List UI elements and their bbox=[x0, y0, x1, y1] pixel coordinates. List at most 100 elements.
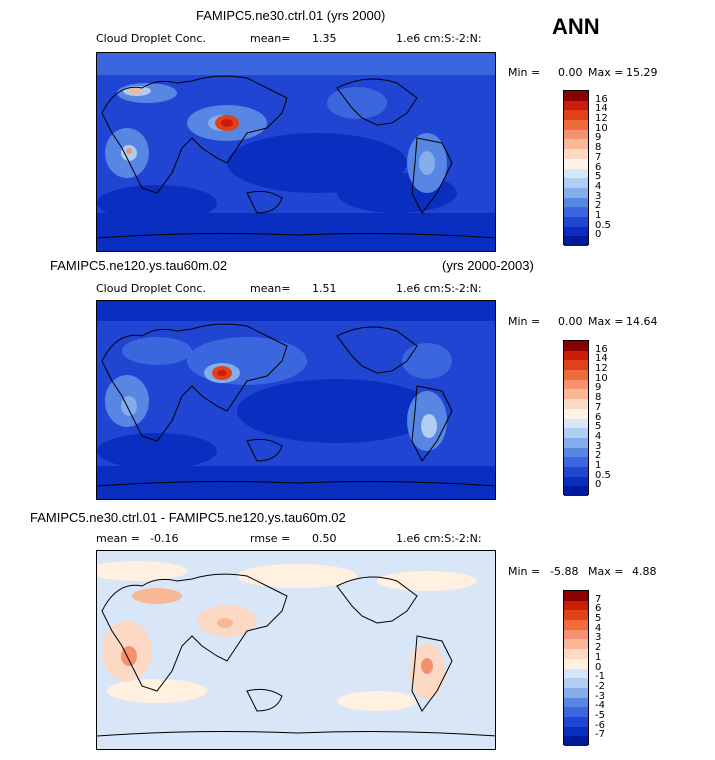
season-label: ANN bbox=[552, 14, 600, 39]
colorbar-tick-label: 1 bbox=[595, 459, 602, 471]
colorbar-tick-label: 2 bbox=[595, 642, 602, 654]
colorbar-swatch bbox=[564, 668, 588, 679]
colorbar-swatch bbox=[564, 389, 588, 400]
colorbar-tick-label: 1 bbox=[595, 651, 602, 663]
colorbar-tick-label: 7 bbox=[595, 401, 602, 413]
panel-3-map bbox=[96, 550, 496, 750]
panel-3-units: 1.e6 cm:S:-2:N: bbox=[396, 532, 482, 545]
colorbar-swatch bbox=[564, 226, 588, 237]
colorbar-tick-label: 0.5 bbox=[595, 469, 611, 481]
panel-3-max-label: Max = bbox=[588, 565, 624, 578]
colorbar-tick-label: 9 bbox=[595, 382, 602, 394]
colorbar-tick-label: 3 bbox=[595, 632, 602, 644]
panel-2-mean-value: 1.51 bbox=[312, 282, 337, 295]
colorbar-tick-label: 0 bbox=[595, 479, 602, 491]
colorbar-tick-label: 5 bbox=[595, 171, 602, 183]
colorbar-tick-label: 10 bbox=[595, 372, 608, 384]
colorbar-swatch bbox=[564, 678, 588, 688]
panel-3-max-value: 4.88 bbox=[632, 565, 657, 578]
colorbar-swatch bbox=[564, 418, 588, 429]
panel-3-mean-label: mean = bbox=[96, 532, 140, 545]
colorbar-swatch bbox=[564, 457, 588, 467]
colorbar-swatch bbox=[564, 379, 588, 390]
colorbar-swatch bbox=[564, 658, 588, 669]
colorbar-tick-label: 14 bbox=[595, 353, 608, 365]
panel-2-map bbox=[96, 300, 496, 500]
panel-1-max-label: Max = bbox=[588, 66, 624, 79]
colorbar-swatch bbox=[564, 736, 588, 746]
colorbar-swatch bbox=[564, 168, 588, 179]
panel-1-mean-value: 1.35 bbox=[312, 32, 337, 45]
colorbar-swatch bbox=[564, 428, 588, 438]
colorbar-tick-label: 2 bbox=[595, 450, 602, 462]
colorbar-tick-label: 4 bbox=[595, 430, 602, 442]
colorbar-tick-label: -7 bbox=[595, 729, 605, 741]
panel-1-max-value: 15.29 bbox=[626, 66, 658, 79]
colorbar-swatch bbox=[564, 129, 588, 140]
colorbar-swatch bbox=[564, 158, 588, 169]
panel-1-min-label: Min = bbox=[508, 66, 541, 79]
colorbar-tick-label: 14 bbox=[595, 103, 608, 115]
colorbar-swatch bbox=[564, 341, 588, 351]
colorbar-swatch bbox=[564, 486, 588, 496]
colorbar-tick-label: 8 bbox=[595, 142, 602, 154]
colorbar-swatch bbox=[564, 178, 588, 188]
colorbar-swatch bbox=[564, 716, 588, 727]
colorbar-tick-label: 1 bbox=[595, 209, 602, 221]
panel-2-variable: Cloud Droplet Conc. bbox=[96, 282, 206, 295]
colorbar-tick-label: -5 bbox=[595, 709, 605, 721]
colorbar-swatch bbox=[564, 216, 588, 227]
panel-3-min-value: -5.88 bbox=[550, 565, 579, 578]
colorbar-tick-label: 6 bbox=[595, 411, 602, 423]
colorbar-swatch bbox=[564, 447, 588, 458]
colorbar-tick-label: 6 bbox=[595, 603, 602, 615]
colorbar-swatch bbox=[564, 610, 588, 621]
colorbar-swatch bbox=[564, 687, 588, 698]
panel-1-title: FAMIPC5.ne30.ctrl.01 (yrs 2000) bbox=[196, 8, 386, 23]
colorbar-tick-label: -4 bbox=[595, 700, 605, 712]
panel-2-max-value: 14.64 bbox=[626, 315, 658, 328]
colorbar-tick-label: -6 bbox=[595, 719, 605, 731]
colorbar-tick-label: -3 bbox=[595, 690, 605, 702]
panel-2-mean-label: mean= bbox=[250, 282, 291, 295]
colorbar-swatch bbox=[564, 726, 588, 737]
panel-1-mean-label: mean= bbox=[250, 32, 291, 45]
colorbar-swatch bbox=[564, 697, 588, 708]
colorbar-swatch bbox=[564, 149, 588, 159]
panel-2-title: FAMIPC5.ne120.ys.tau60m.02 bbox=[50, 258, 228, 273]
colorbar-swatch bbox=[564, 649, 588, 659]
panel-2-max-label: Max = bbox=[588, 315, 624, 328]
colorbar-tick-label: 3 bbox=[595, 440, 602, 452]
colorbar-swatch bbox=[564, 408, 588, 419]
colorbar-tick-label: 9 bbox=[595, 132, 602, 144]
colorbar-tick-label: 4 bbox=[595, 622, 602, 634]
panel-2-years: (yrs 2000-2003) bbox=[442, 258, 534, 273]
colorbar-swatch bbox=[564, 120, 588, 130]
colorbar-tick-label: 5 bbox=[595, 613, 602, 625]
colorbar-tick-label: 16 bbox=[595, 343, 608, 355]
colorbar-swatch bbox=[564, 139, 588, 150]
colorbar-swatch bbox=[564, 629, 588, 640]
colorbar-swatch bbox=[564, 236, 588, 246]
colorbar-tick-label: 7 bbox=[595, 151, 602, 163]
colorbar-swatch bbox=[564, 91, 588, 101]
colorbar-tick-label: 12 bbox=[595, 363, 608, 375]
colorbar-tick-label: 16 bbox=[595, 93, 608, 105]
colorbar-tick-label: 5 bbox=[595, 421, 602, 433]
colorbar-swatch bbox=[564, 370, 588, 380]
colorbar-tick-label: 12 bbox=[595, 113, 608, 125]
colorbar-swatch bbox=[564, 207, 588, 217]
colorbar-tick-label: 2 bbox=[595, 200, 602, 212]
panel-1-units: 1.e6 cm:S:-2:N: bbox=[396, 32, 482, 45]
colorbar-swatch bbox=[564, 100, 588, 111]
colorbar-tick-label: 0.5 bbox=[595, 219, 611, 231]
colorbar-swatch bbox=[564, 466, 588, 477]
colorbar-tick-label: 8 bbox=[595, 392, 602, 404]
colorbar-swatch bbox=[564, 197, 588, 208]
panel-1-map bbox=[96, 52, 496, 252]
panel-1-colorbar bbox=[563, 90, 589, 246]
panel-2-colorbar bbox=[563, 340, 589, 496]
panel-3-title: FAMIPC5.ne30.ctrl.01 - FAMIPC5.ne120.ys.… bbox=[30, 510, 346, 525]
colorbar-swatch bbox=[564, 600, 588, 611]
colorbar-tick-label: 0 bbox=[595, 229, 602, 241]
